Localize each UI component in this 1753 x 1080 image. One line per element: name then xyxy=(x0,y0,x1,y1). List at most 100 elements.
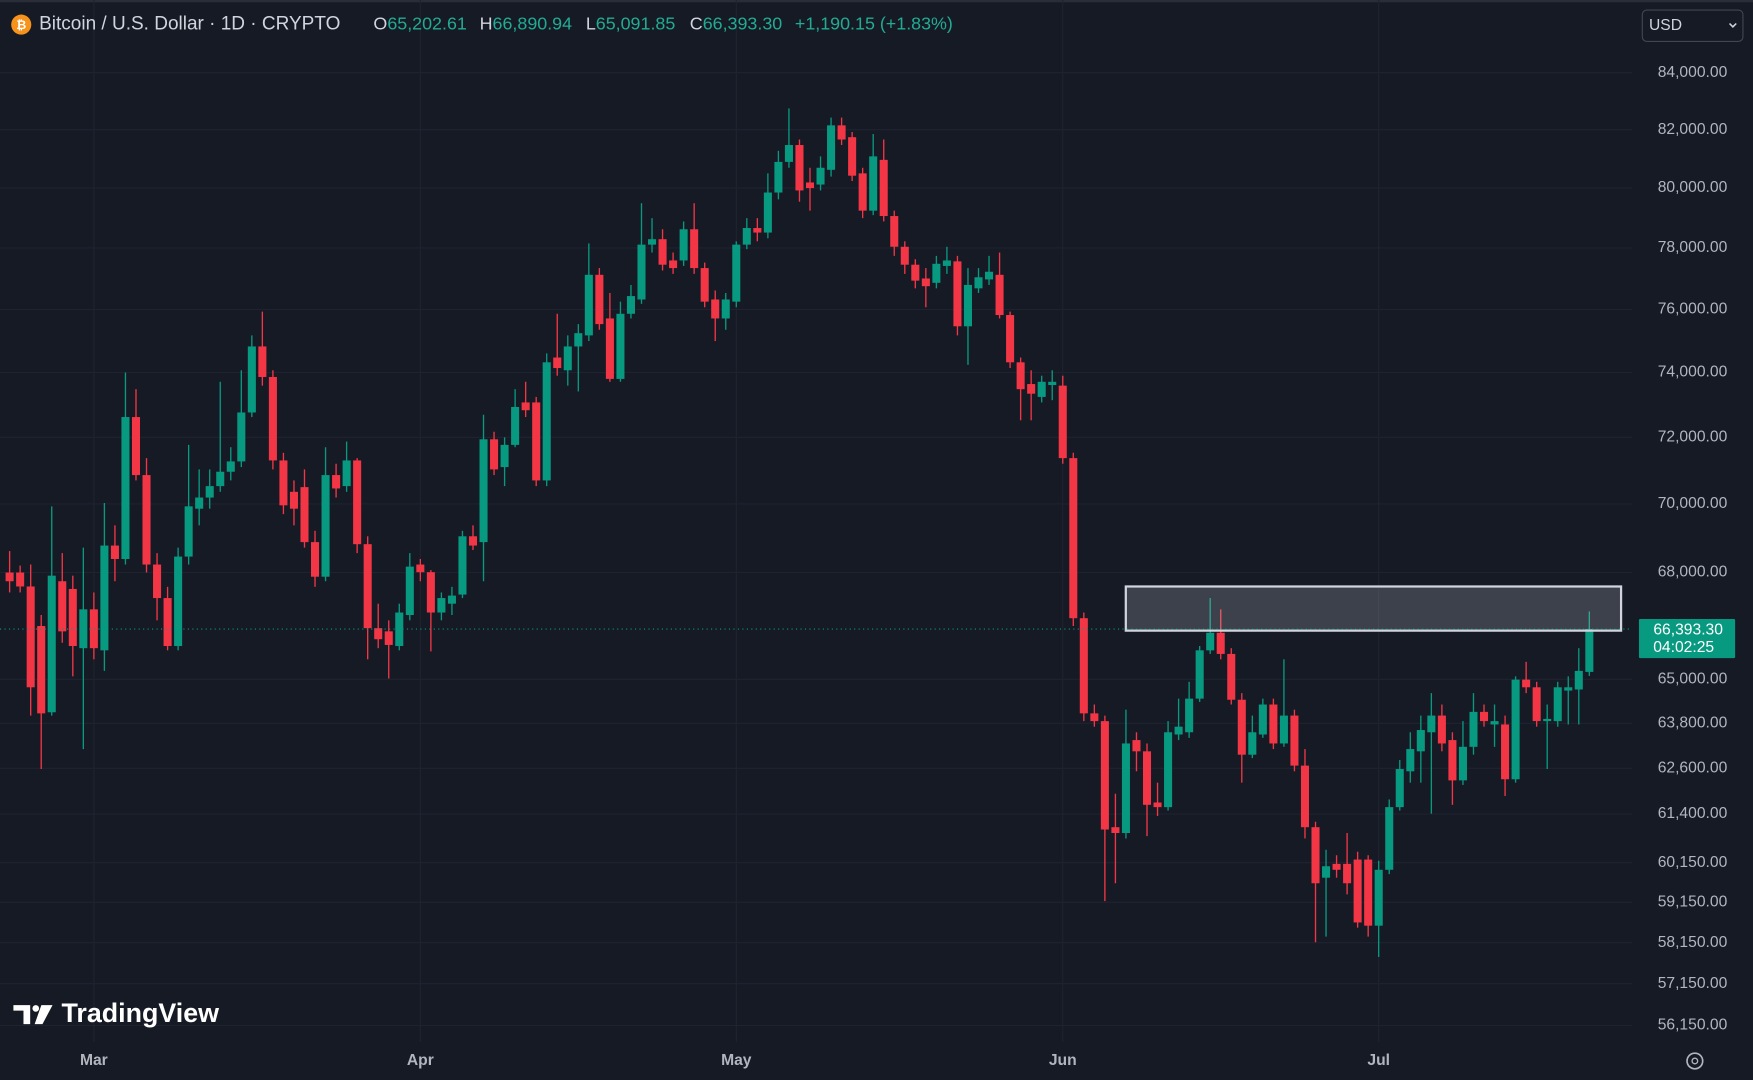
candle-body xyxy=(1206,632,1215,651)
candle-body xyxy=(1448,740,1457,781)
candle-body xyxy=(205,486,214,498)
candle-body xyxy=(1532,687,1541,722)
candle-body xyxy=(490,439,499,470)
candle-body xyxy=(384,631,393,645)
overlay xyxy=(0,585,1633,632)
candle-body xyxy=(1006,315,1015,363)
y-tick-label: 60,150.00 xyxy=(1658,854,1728,871)
y-tick-label: 76,000.00 xyxy=(1658,301,1728,318)
candle-body xyxy=(563,346,572,371)
candle-body xyxy=(1511,679,1520,780)
candle-body xyxy=(848,137,857,176)
candle-body xyxy=(5,572,14,582)
candle-body xyxy=(1553,687,1562,722)
y-tick-label: 59,150.00 xyxy=(1658,894,1728,911)
candle-body xyxy=(742,228,751,245)
candle-body xyxy=(342,460,351,487)
candle-body xyxy=(216,471,225,487)
candle-body xyxy=(1300,765,1310,828)
candle-body xyxy=(237,412,246,462)
candle-body xyxy=(279,460,288,506)
candle-body xyxy=(827,125,836,170)
candle-body xyxy=(795,145,804,191)
candle-body xyxy=(458,536,467,595)
settings-icon-center xyxy=(1691,1057,1699,1065)
candle-body xyxy=(858,173,867,211)
candle-body xyxy=(1427,715,1436,733)
candle-body xyxy=(1132,740,1141,752)
settings-icon[interactable] xyxy=(1686,1052,1704,1070)
candle-body xyxy=(1543,718,1552,722)
open-label: O xyxy=(373,13,387,33)
candle-body xyxy=(1311,827,1320,884)
y-tick-label: 82,000.00 xyxy=(1658,121,1728,138)
candle-body xyxy=(195,497,204,509)
candle-body xyxy=(16,572,25,587)
y-tick-label: 78,000.00 xyxy=(1658,239,1728,256)
candle-body xyxy=(953,261,962,327)
candle-body xyxy=(1111,827,1120,834)
candle-body xyxy=(1332,863,1341,870)
candle-body xyxy=(1058,385,1067,459)
countdown-label: 04:02:25 xyxy=(1653,639,1714,656)
close-label: C xyxy=(690,13,703,33)
candle-body xyxy=(153,564,162,599)
candle-body xyxy=(679,229,688,261)
candle-body xyxy=(1090,713,1099,722)
candle-body xyxy=(1574,670,1583,690)
close-value: 66,393.30 xyxy=(703,13,783,33)
currency-label: USD xyxy=(1649,17,1682,34)
candle-body xyxy=(1237,699,1246,755)
candle-body xyxy=(1185,698,1194,733)
candle-body xyxy=(511,406,520,445)
candle-body xyxy=(479,439,488,543)
candle-body xyxy=(311,542,320,577)
y-tick-label: 58,150.00 xyxy=(1658,934,1728,951)
candle-body xyxy=(711,299,720,319)
y-tick-label: 65,000.00 xyxy=(1658,670,1728,687)
last-price-label: 66,393.30 xyxy=(1653,621,1723,638)
candle-body xyxy=(963,284,972,327)
candle-body xyxy=(1437,715,1446,744)
candle-body xyxy=(595,274,604,325)
candle-body xyxy=(1121,743,1130,834)
candle-body xyxy=(985,271,994,280)
change-value: +1,190.15 (+1.83%) xyxy=(795,13,953,33)
candle-body xyxy=(774,161,783,193)
candle-body xyxy=(932,263,941,283)
candle-body xyxy=(416,564,425,573)
y-tick-label: 62,600.00 xyxy=(1658,759,1728,776)
candle-body xyxy=(100,545,109,651)
candle-body xyxy=(805,182,815,189)
candle-body xyxy=(289,491,298,509)
candle-body xyxy=(1174,726,1183,735)
candle-body xyxy=(1585,629,1594,672)
candle-body xyxy=(648,239,657,245)
logo-part xyxy=(13,1005,31,1025)
candle-body xyxy=(437,598,446,613)
candle-body xyxy=(500,444,509,468)
candle-body xyxy=(879,159,888,217)
currency-dropdown[interactable] xyxy=(1641,9,1744,42)
low-value: 65,091.85 xyxy=(596,13,676,33)
candle-body xyxy=(37,626,46,714)
candle-body xyxy=(637,244,646,300)
candle-body xyxy=(1406,749,1415,772)
candle-body xyxy=(1522,679,1531,688)
candle-body xyxy=(732,244,741,302)
top-border xyxy=(0,0,1753,3)
coin-icon xyxy=(11,14,32,35)
candle-body xyxy=(669,260,678,269)
y-tick-label: 70,000.00 xyxy=(1658,495,1728,512)
brand-name: TradingView xyxy=(61,998,219,1028)
candle-body xyxy=(174,556,183,647)
candle-body xyxy=(1458,746,1467,781)
candle-body xyxy=(110,545,119,560)
logo-part xyxy=(34,1005,53,1025)
y-tick-label: 68,000.00 xyxy=(1658,564,1728,581)
candle-body xyxy=(616,313,625,379)
candle-body xyxy=(995,274,1004,316)
candle-body xyxy=(1279,715,1288,744)
candle-body xyxy=(321,475,330,577)
